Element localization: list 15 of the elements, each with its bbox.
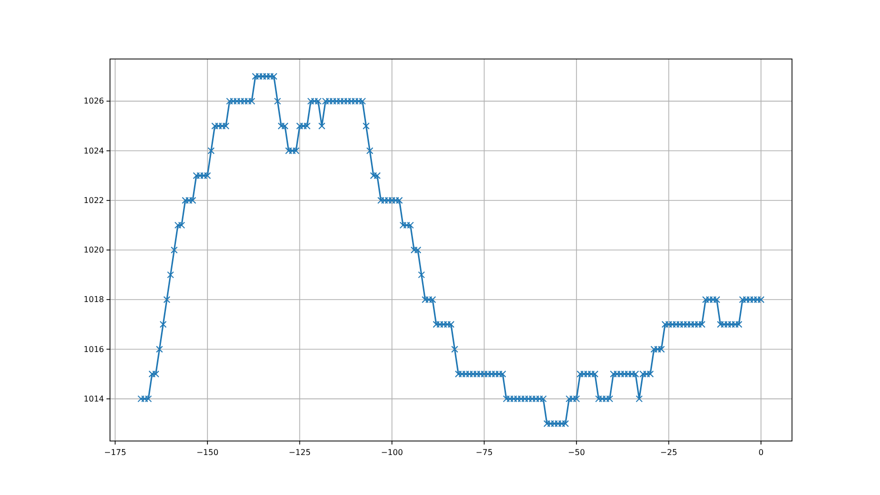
x-tick-label: −100 <box>380 448 403 457</box>
y-tick-label: 1026 <box>84 96 104 106</box>
y-tick-label: 1016 <box>84 344 104 354</box>
x-tick-label: −25 <box>660 448 678 457</box>
y-tick-label: 1020 <box>84 246 104 255</box>
x-tick-label: −125 <box>288 448 311 457</box>
x-tick-label: −50 <box>568 448 585 457</box>
x-tick-label: −175 <box>104 448 126 457</box>
x-tick-label: −150 <box>196 448 218 457</box>
y-tick-label: 1022 <box>84 196 104 205</box>
y-tick-label: 1014 <box>84 394 104 404</box>
x-tick-label: −75 <box>476 448 493 457</box>
x-tick-label: 0 <box>758 448 764 457</box>
y-tick-label: 1024 <box>84 146 104 156</box>
y-tick-label: 1018 <box>84 295 104 304</box>
